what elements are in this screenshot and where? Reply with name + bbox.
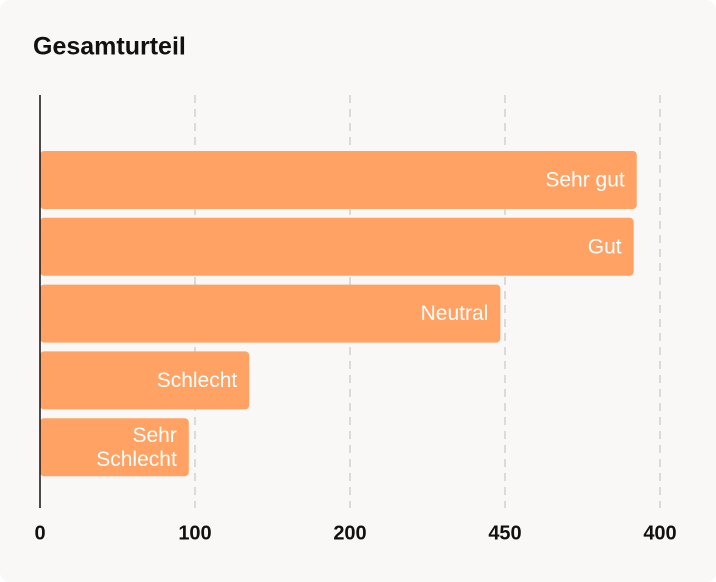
bar	[40, 418, 189, 477]
bar-label: Schlecht	[157, 369, 238, 392]
bar-label: Sehr gut	[545, 169, 625, 192]
bar-label: Neutral	[421, 302, 489, 325]
bar-label: Gut	[588, 235, 622, 258]
x-tick-label: 400	[643, 522, 676, 544]
x-tick-label: 450	[488, 522, 521, 544]
bar	[40, 351, 250, 410]
bar	[40, 284, 501, 343]
x-tick-label: 100	[178, 522, 211, 544]
bar	[40, 217, 634, 276]
x-tick-label: 0	[34, 522, 45, 544]
x-tick-label: 200	[333, 522, 366, 544]
bar	[40, 151, 637, 209]
chart-title: Gesamturteil	[33, 33, 186, 61]
bar-label: Sehr Schlecht	[90, 424, 177, 471]
